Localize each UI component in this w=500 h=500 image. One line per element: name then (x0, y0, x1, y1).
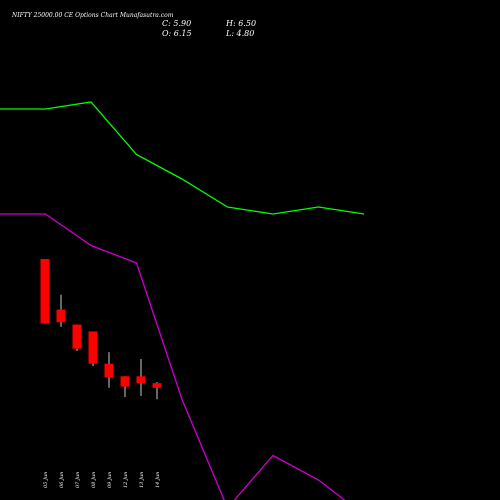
candle-body (152, 383, 162, 388)
series-line-2 (0, 213, 346, 500)
candle-body (88, 331, 98, 364)
open-label: O: 6.15 (162, 29, 192, 38)
candle (136, 359, 146, 396)
x-tick-label: 06 Jun (59, 472, 65, 488)
candle-body (40, 259, 50, 324)
low-label: L: 4.80 (225, 29, 254, 38)
x-tick-label: 08 Jun (91, 472, 97, 488)
x-tick-label: 13 Jun (139, 472, 145, 488)
candle-body (104, 363, 114, 378)
candle (72, 324, 82, 351)
candle-body (136, 376, 146, 384)
high-label: H: 6.50 (225, 19, 256, 28)
x-tick-label: 12 Jun (123, 472, 129, 488)
candle (88, 331, 98, 366)
candle (152, 382, 162, 400)
series-line-1 (0, 101, 365, 215)
candle-body (120, 376, 130, 387)
candle (120, 376, 130, 397)
chart-title: NIFTY 25000.00 CE Options Chart Munafasu… (11, 12, 174, 19)
candle (56, 294, 66, 327)
candle-body (56, 309, 66, 323)
candle-body (72, 324, 82, 349)
x-tick-label: 14 Jun (155, 472, 161, 488)
x-tick-label: 07 Jun (75, 472, 81, 488)
close-label: C: 5.90 (162, 19, 191, 28)
candle (40, 259, 50, 324)
x-tick-label: 05 Jun (43, 472, 49, 488)
x-tick-label: 09 Jun (107, 472, 113, 488)
candle (104, 352, 114, 388)
